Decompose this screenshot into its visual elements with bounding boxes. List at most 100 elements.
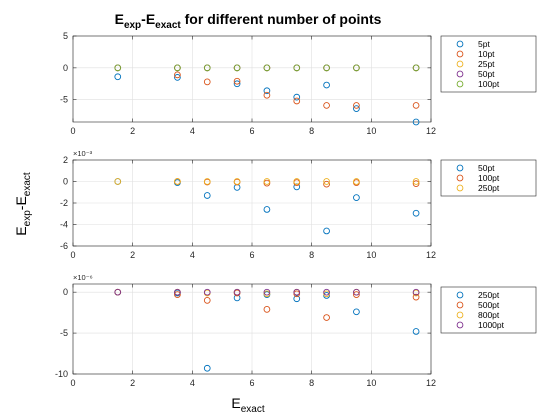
series-250pt — [114, 178, 420, 185]
data-point — [174, 291, 181, 298]
data-point — [412, 178, 420, 185]
data-point — [412, 288, 420, 296]
y-axis-label: Eexp-Eexact — [13, 172, 33, 236]
data-point — [114, 64, 122, 72]
y-tick-label: 5 — [63, 31, 68, 41]
legend-label: 100pt — [478, 173, 500, 183]
legend-marker — [456, 174, 464, 182]
data-point — [174, 74, 181, 81]
x-axis-label: Eexact — [231, 395, 264, 415]
x-tick-label: 6 — [249, 250, 254, 260]
x-tick-label: 12 — [426, 126, 436, 136]
y-tick-label: -6 — [60, 241, 68, 251]
legend-label: 50pt — [478, 163, 495, 173]
data-point — [323, 102, 330, 109]
data-point — [412, 209, 420, 217]
data-point — [353, 105, 360, 112]
y-tick-label: -4 — [60, 220, 68, 230]
y-tick-label: 0 — [63, 177, 68, 187]
data-point — [263, 64, 271, 72]
data-point — [353, 291, 360, 298]
data-point — [293, 97, 301, 105]
legend-marker — [456, 80, 464, 88]
data-point — [293, 93, 301, 101]
series-100pt — [114, 64, 420, 72]
data-point — [353, 194, 360, 201]
data-point — [263, 306, 271, 313]
data-point — [412, 118, 420, 126]
data-point — [263, 288, 271, 296]
data-point — [412, 64, 420, 72]
data-point — [203, 178, 211, 185]
legend-marker — [456, 184, 464, 192]
x-tick-label: 0 — [70, 378, 75, 388]
data-point — [174, 71, 181, 79]
data-point — [412, 102, 420, 109]
data-point — [174, 288, 181, 296]
y-tick-label: -10 — [55, 369, 68, 379]
legend-marker — [456, 311, 464, 319]
x-tick-label: 12 — [426, 250, 436, 260]
y-tick-label: 0 — [63, 63, 68, 73]
figure-title: Eexp-Eexact for different number of poin… — [115, 11, 382, 31]
series-10pt — [174, 71, 420, 109]
legend-marker — [456, 301, 464, 309]
x-tick-label: 4 — [190, 126, 195, 136]
legend-label: 1000pt — [478, 320, 505, 330]
data-point — [263, 178, 271, 185]
legend-marker — [456, 70, 464, 78]
legend-label: 100pt — [478, 79, 500, 89]
data-point — [323, 314, 330, 321]
legend-label: 250pt — [478, 183, 500, 193]
data-point — [203, 297, 211, 304]
data-point — [323, 178, 330, 185]
data-point — [233, 80, 241, 88]
data-point — [114, 178, 122, 185]
data-point — [323, 81, 330, 89]
data-point — [263, 91, 271, 99]
y-tick-label: -5 — [60, 95, 68, 105]
data-point — [323, 227, 330, 235]
data-point — [114, 288, 122, 296]
legend-label: 500pt — [478, 300, 500, 310]
x-tick-label: 6 — [249, 378, 254, 388]
x-tick-label: 2 — [130, 126, 135, 136]
series-5pt — [114, 73, 420, 126]
data-point — [203, 78, 211, 86]
data-point — [412, 180, 420, 188]
x-tick-label: 0 — [70, 126, 75, 136]
x-tick-label: 4 — [190, 378, 195, 388]
x-tick-label: 8 — [309, 126, 314, 136]
y-exponent-label: ×10⁻⁶ — [73, 273, 93, 282]
x-tick-label: 8 — [309, 250, 314, 260]
y-tick-label: -2 — [60, 198, 68, 208]
data-point — [233, 288, 241, 296]
data-point — [323, 288, 330, 296]
data-point — [174, 178, 181, 185]
x-tick-label: 10 — [366, 378, 376, 388]
data-point — [203, 364, 211, 372]
legend-marker — [456, 40, 464, 48]
data-point — [114, 73, 122, 81]
legend-label: 50pt — [478, 69, 495, 79]
y-tick-label: 0 — [63, 287, 68, 297]
data-point — [353, 102, 360, 109]
data-point — [174, 64, 181, 72]
subplot-3: 0 2 4 6 8 10 12 0 -5 -10 ×10⁻⁶ 250pt500pt800pt1000p… — [55, 273, 537, 388]
series-1000pt — [114, 288, 420, 296]
data-point — [353, 64, 360, 72]
legend-label: 800pt — [478, 310, 500, 320]
data-point — [293, 64, 301, 72]
data-point — [263, 87, 271, 95]
data-point — [323, 180, 330, 188]
data-point — [203, 192, 211, 199]
data-point — [323, 64, 330, 72]
data-point — [293, 295, 301, 303]
